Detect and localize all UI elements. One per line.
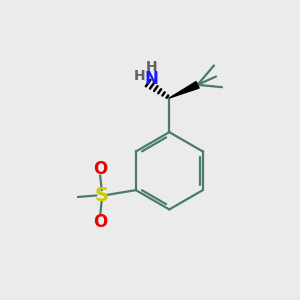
Text: O: O: [93, 213, 107, 231]
Text: S: S: [95, 186, 109, 205]
Text: N: N: [145, 70, 158, 88]
Text: H: H: [134, 69, 146, 83]
Text: H: H: [146, 60, 158, 74]
Polygon shape: [169, 82, 199, 98]
Text: O: O: [93, 160, 107, 178]
